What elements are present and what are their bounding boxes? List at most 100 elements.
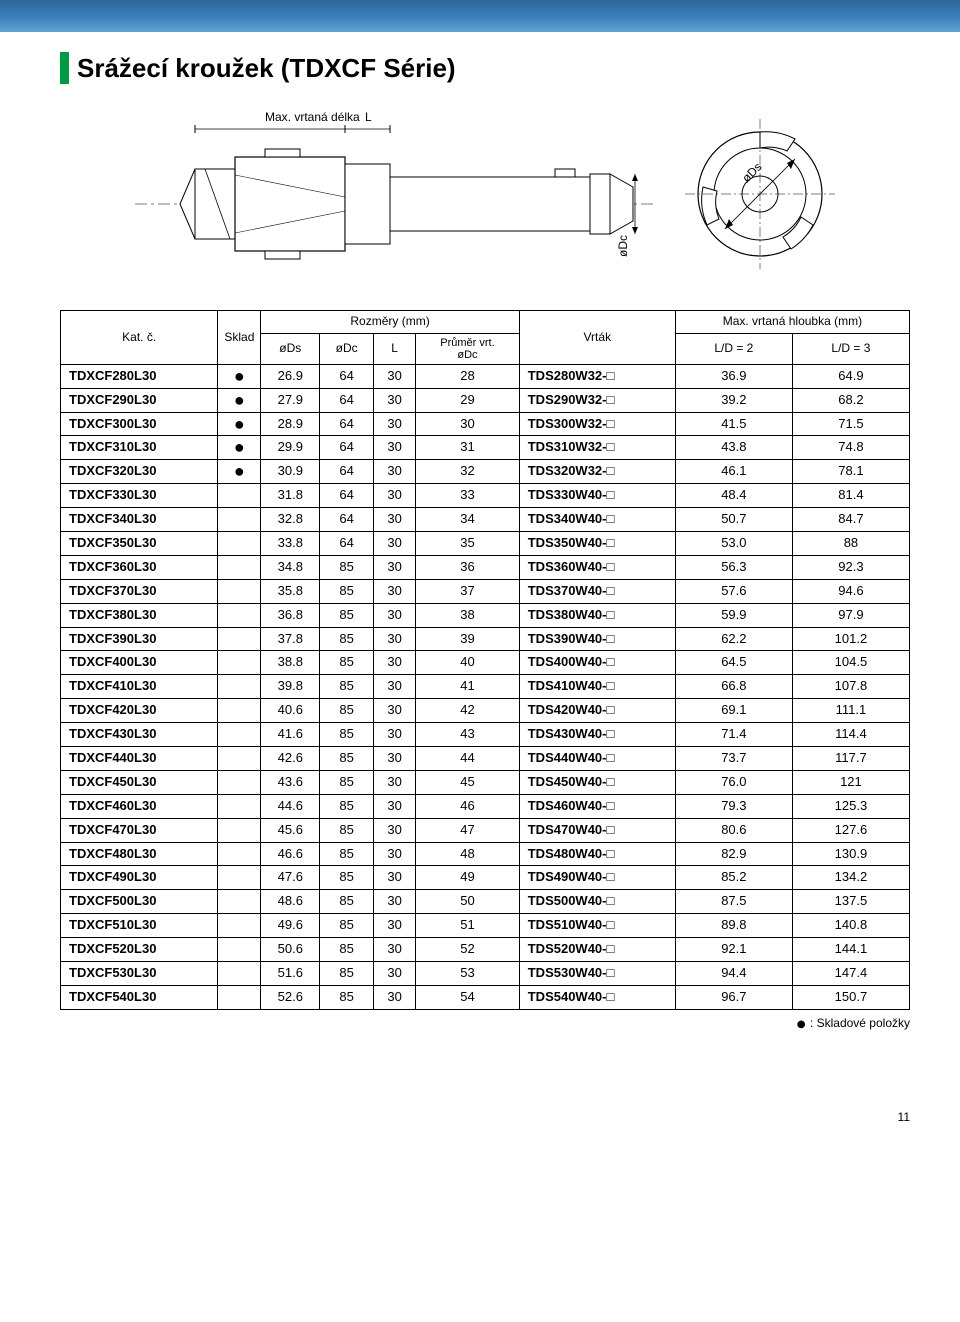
cell-sklad xyxy=(218,555,261,579)
cell-ld3: 147.4 xyxy=(792,962,909,986)
cell-kat: TDXCF400L30 xyxy=(61,651,218,675)
cell-L: 30 xyxy=(374,818,416,842)
cell-kat: TDXCF540L30 xyxy=(61,985,218,1009)
cell-vrtak: TDS350W40-□ xyxy=(519,532,675,556)
cell-odc: 85 xyxy=(320,985,374,1009)
table-row: TDXCF360L3034.8853036TDS360W40-□56.392.3 xyxy=(61,555,910,579)
cell-sklad xyxy=(218,603,261,627)
cell-ods: 51.6 xyxy=(261,962,320,986)
cell-prumer: 31 xyxy=(416,436,520,460)
cell-prumer: 45 xyxy=(416,770,520,794)
cell-odc: 85 xyxy=(320,627,374,651)
cell-odc: 64 xyxy=(320,532,374,556)
cell-ld3: 125.3 xyxy=(792,794,909,818)
cell-odc: 85 xyxy=(320,675,374,699)
cell-ld3: 78.1 xyxy=(792,460,909,484)
cell-vrtak: TDS330W40-□ xyxy=(519,484,675,508)
th-ld2: L/D = 2 xyxy=(675,333,792,364)
cell-kat: TDXCF480L30 xyxy=(61,842,218,866)
cell-ld2: 43.8 xyxy=(675,436,792,460)
cell-ods: 31.8 xyxy=(261,484,320,508)
cell-sklad xyxy=(218,962,261,986)
table-row: TDXCF470L3045.6853047TDS470W40-□80.6127.… xyxy=(61,818,910,842)
th-max-hloubka: Max. vrtaná hloubka (mm) xyxy=(675,311,909,334)
cell-ods: 28.9 xyxy=(261,412,320,436)
cell-L: 30 xyxy=(374,532,416,556)
cell-sklad xyxy=(218,699,261,723)
cell-ods: 26.9 xyxy=(261,364,320,388)
cell-ld3: 94.6 xyxy=(792,579,909,603)
cell-prumer: 47 xyxy=(416,818,520,842)
cell-ld3: 111.1 xyxy=(792,699,909,723)
cell-kat: TDXCF520L30 xyxy=(61,938,218,962)
table-row: TDXCF430L3041.6853043TDS430W40-□71.4114.… xyxy=(61,723,910,747)
table-row: TDXCF460L3044.6853046TDS460W40-□79.3125.… xyxy=(61,794,910,818)
cell-ods: 45.6 xyxy=(261,818,320,842)
cell-kat: TDXCF410L30 xyxy=(61,675,218,699)
th-kat: Kat. č. xyxy=(61,311,218,365)
cell-ld2: 73.7 xyxy=(675,747,792,771)
cell-prumer: 37 xyxy=(416,579,520,603)
cell-ld3: 97.9 xyxy=(792,603,909,627)
cell-kat: TDXCF490L30 xyxy=(61,866,218,890)
cell-vrtak: TDS540W40-□ xyxy=(519,985,675,1009)
cell-sklad: ● xyxy=(218,436,261,460)
cell-ods: 27.9 xyxy=(261,388,320,412)
cell-ld3: 121 xyxy=(792,770,909,794)
cell-prumer: 33 xyxy=(416,484,520,508)
cell-vrtak: TDS300W32-□ xyxy=(519,412,675,436)
cell-sklad xyxy=(218,794,261,818)
cell-ods: 29.9 xyxy=(261,436,320,460)
cell-sklad: ● xyxy=(218,364,261,388)
cell-ld2: 36.9 xyxy=(675,364,792,388)
cell-L: 30 xyxy=(374,412,416,436)
cell-ld2: 59.9 xyxy=(675,603,792,627)
table-row: TDXCF510L3049.6853051TDS510W40-□89.8140.… xyxy=(61,914,910,938)
cell-odc: 85 xyxy=(320,962,374,986)
cell-ld2: 71.4 xyxy=(675,723,792,747)
th-rozmery: Rozměry (mm) xyxy=(261,311,519,334)
spec-table: Kat. č. Sklad Rozměry (mm) Vrták Max. vr… xyxy=(60,310,910,1010)
table-row: TDXCF330L3031.8643033TDS330W40-□48.481.4 xyxy=(61,484,910,508)
cell-ods: 42.6 xyxy=(261,747,320,771)
cell-kat: TDXCF350L30 xyxy=(61,532,218,556)
cell-prumer: 36 xyxy=(416,555,520,579)
cell-odc: 85 xyxy=(320,914,374,938)
label-L: L xyxy=(365,110,372,124)
cell-prumer: 49 xyxy=(416,866,520,890)
cell-sklad xyxy=(218,770,261,794)
table-row: TDXCF500L3048.6853050TDS500W40-□87.5137.… xyxy=(61,890,910,914)
table-row: TDXCF320L30●30.9643032TDS320W32-□46.178.… xyxy=(61,460,910,484)
cell-ld3: 71.5 xyxy=(792,412,909,436)
cell-ld2: 92.1 xyxy=(675,938,792,962)
cell-L: 30 xyxy=(374,579,416,603)
cell-kat: TDXCF360L30 xyxy=(61,555,218,579)
cell-sklad xyxy=(218,866,261,890)
label-odc: øDc xyxy=(616,235,630,257)
cell-prumer: 35 xyxy=(416,532,520,556)
cell-prumer: 39 xyxy=(416,627,520,651)
header-gradient-bar xyxy=(0,0,960,32)
cell-odc: 85 xyxy=(320,890,374,914)
cell-odc: 64 xyxy=(320,364,374,388)
cell-ods: 37.8 xyxy=(261,627,320,651)
cell-kat: TDXCF450L30 xyxy=(61,770,218,794)
drill-side-view: Max. vrtaná délka L xyxy=(135,109,655,279)
table-row: TDXCF280L30●26.9643028TDS280W32-□36.964.… xyxy=(61,364,910,388)
cell-vrtak: TDS460W40-□ xyxy=(519,794,675,818)
cell-ods: 41.6 xyxy=(261,723,320,747)
cell-vrtak: TDS290W32-□ xyxy=(519,388,675,412)
table-row: TDXCF340L3032.8643034TDS340W40-□50.784.7 xyxy=(61,508,910,532)
cell-ld3: 84.7 xyxy=(792,508,909,532)
table-row: TDXCF290L30●27.9643029TDS290W32-□39.268.… xyxy=(61,388,910,412)
cell-odc: 85 xyxy=(320,938,374,962)
table-row: TDXCF530L3051.6853053TDS530W40-□94.4147.… xyxy=(61,962,910,986)
cell-kat: TDXCF470L30 xyxy=(61,818,218,842)
th-prumer-top: Průměr vrt. xyxy=(440,337,494,349)
cell-sklad xyxy=(218,651,261,675)
cell-prumer: 28 xyxy=(416,364,520,388)
cell-sklad: ● xyxy=(218,388,261,412)
cell-ods: 43.6 xyxy=(261,770,320,794)
cell-L: 30 xyxy=(374,484,416,508)
cell-sklad xyxy=(218,890,261,914)
